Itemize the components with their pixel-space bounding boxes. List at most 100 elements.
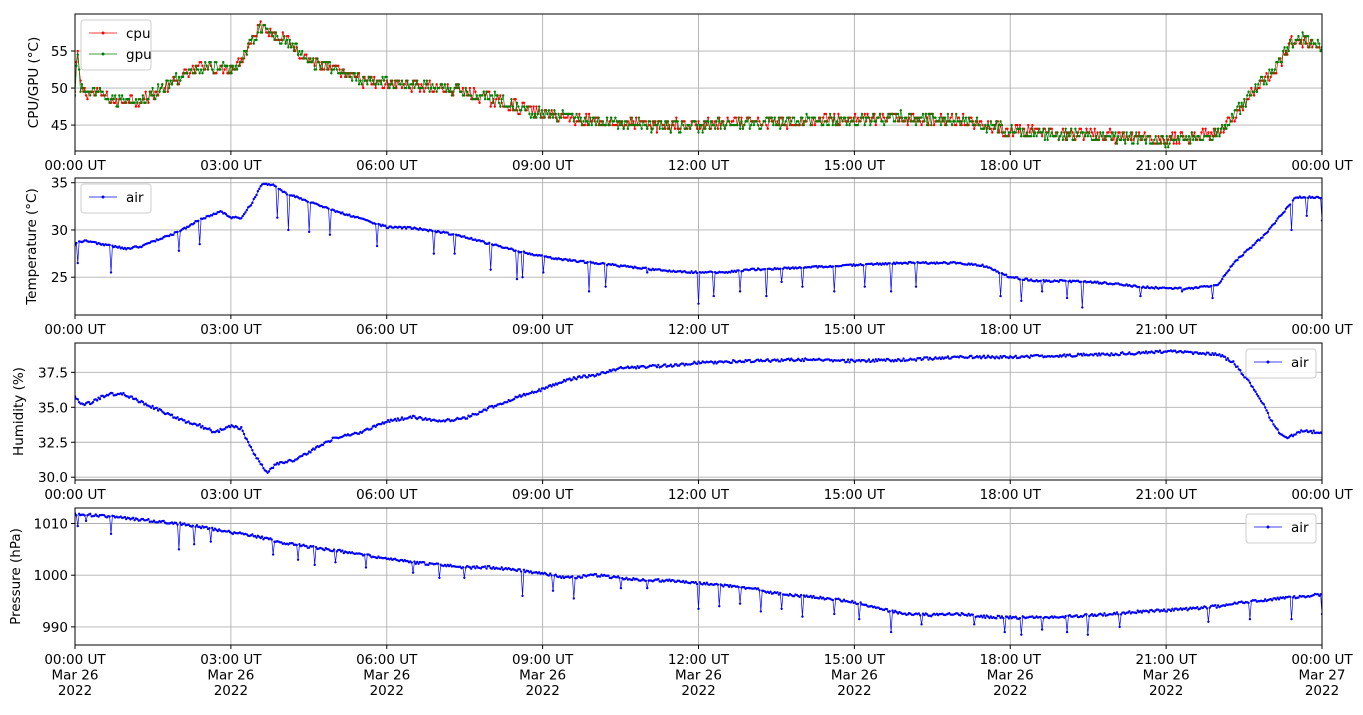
data-point — [76, 53, 79, 56]
data-point — [641, 120, 645, 123]
data-point — [960, 120, 963, 123]
data-point — [317, 60, 321, 64]
data-point — [1250, 86, 1253, 90]
data-point — [130, 395, 134, 398]
data-point — [314, 68, 318, 71]
data-point — [1268, 416, 1271, 419]
data-point — [1262, 83, 1266, 86]
data-point — [1211, 138, 1214, 142]
data-point — [399, 83, 402, 86]
data-point — [343, 72, 347, 75]
data-point — [855, 120, 858, 123]
data-point — [1270, 599, 1274, 602]
data-point — [743, 123, 746, 127]
data-point — [176, 416, 179, 419]
data-point — [481, 410, 484, 413]
data-point — [492, 406, 495, 409]
data-point — [220, 210, 224, 213]
data-point — [596, 120, 599, 123]
data-point — [877, 116, 880, 119]
data-point — [575, 112, 578, 116]
data-point — [1216, 283, 1220, 286]
data-point — [334, 64, 337, 68]
data-point — [859, 601, 862, 604]
data-point — [583, 116, 587, 119]
data-point — [619, 586, 623, 590]
data-point — [981, 263, 984, 266]
data-point — [1057, 138, 1060, 142]
data-point — [780, 123, 783, 127]
data-point — [766, 358, 769, 361]
data-point — [500, 566, 503, 569]
data-point — [87, 400, 91, 404]
data-point — [83, 514, 86, 517]
data-point — [1061, 138, 1065, 142]
data-point — [1283, 210, 1286, 213]
data-point — [1162, 608, 1166, 611]
data-point — [386, 418, 390, 422]
data-point — [884, 120, 887, 123]
x-tick-label: Mar 26 — [207, 668, 254, 684]
data-point — [1000, 615, 1004, 618]
data-point — [386, 83, 390, 86]
data-point — [1251, 385, 1254, 389]
data-point — [543, 387, 546, 391]
data-point — [1117, 613, 1120, 616]
data-point — [348, 72, 351, 75]
data-point — [1214, 127, 1217, 130]
data-point — [618, 120, 621, 123]
data-point — [1288, 203, 1292, 206]
data-point — [1097, 138, 1101, 142]
data-point — [1277, 57, 1281, 60]
x-tick-label: 09:00 UT — [512, 158, 574, 174]
data-point — [1236, 258, 1239, 262]
x-tick-label: 2022 — [1305, 683, 1339, 699]
data-point — [1266, 75, 1270, 79]
data-point — [1040, 354, 1044, 357]
data-point — [529, 105, 533, 108]
data-point — [1276, 428, 1279, 431]
data-point — [368, 79, 372, 82]
data-point — [120, 94, 124, 97]
data-point — [978, 355, 981, 358]
data-point — [993, 268, 997, 271]
data-point — [249, 204, 253, 207]
data-point — [94, 241, 97, 244]
data-point — [809, 594, 812, 598]
data-point — [136, 517, 139, 521]
data-point — [147, 517, 150, 521]
data-point — [109, 532, 113, 536]
data-point — [483, 97, 487, 101]
data-point — [98, 86, 102, 90]
data-point — [871, 358, 875, 362]
data-point — [186, 72, 189, 75]
data-point — [446, 86, 449, 90]
data-point — [1266, 411, 1270, 415]
data-point — [920, 116, 923, 119]
data-point — [345, 75, 348, 79]
data-point — [137, 105, 140, 108]
data-point — [357, 83, 361, 86]
data-point — [747, 116, 750, 119]
data-point — [1236, 365, 1239, 368]
data-point — [888, 116, 891, 119]
data-point — [801, 357, 804, 361]
data-point — [1225, 120, 1228, 123]
data-point — [209, 60, 212, 64]
x-tick-label: 15:00 UT — [824, 487, 886, 503]
data-point — [560, 116, 563, 119]
data-point — [271, 35, 275, 38]
data-point — [1096, 280, 1099, 283]
data-point — [453, 86, 456, 90]
data-point — [490, 567, 494, 570]
data-point — [1191, 138, 1195, 142]
data-point — [170, 413, 174, 416]
data-point — [204, 217, 207, 220]
data-point — [665, 123, 668, 127]
data-point — [856, 123, 860, 127]
data-point — [490, 404, 494, 408]
data-point — [1294, 433, 1297, 436]
data-point — [414, 562, 418, 565]
data-point — [98, 397, 102, 401]
data-point — [582, 259, 585, 263]
